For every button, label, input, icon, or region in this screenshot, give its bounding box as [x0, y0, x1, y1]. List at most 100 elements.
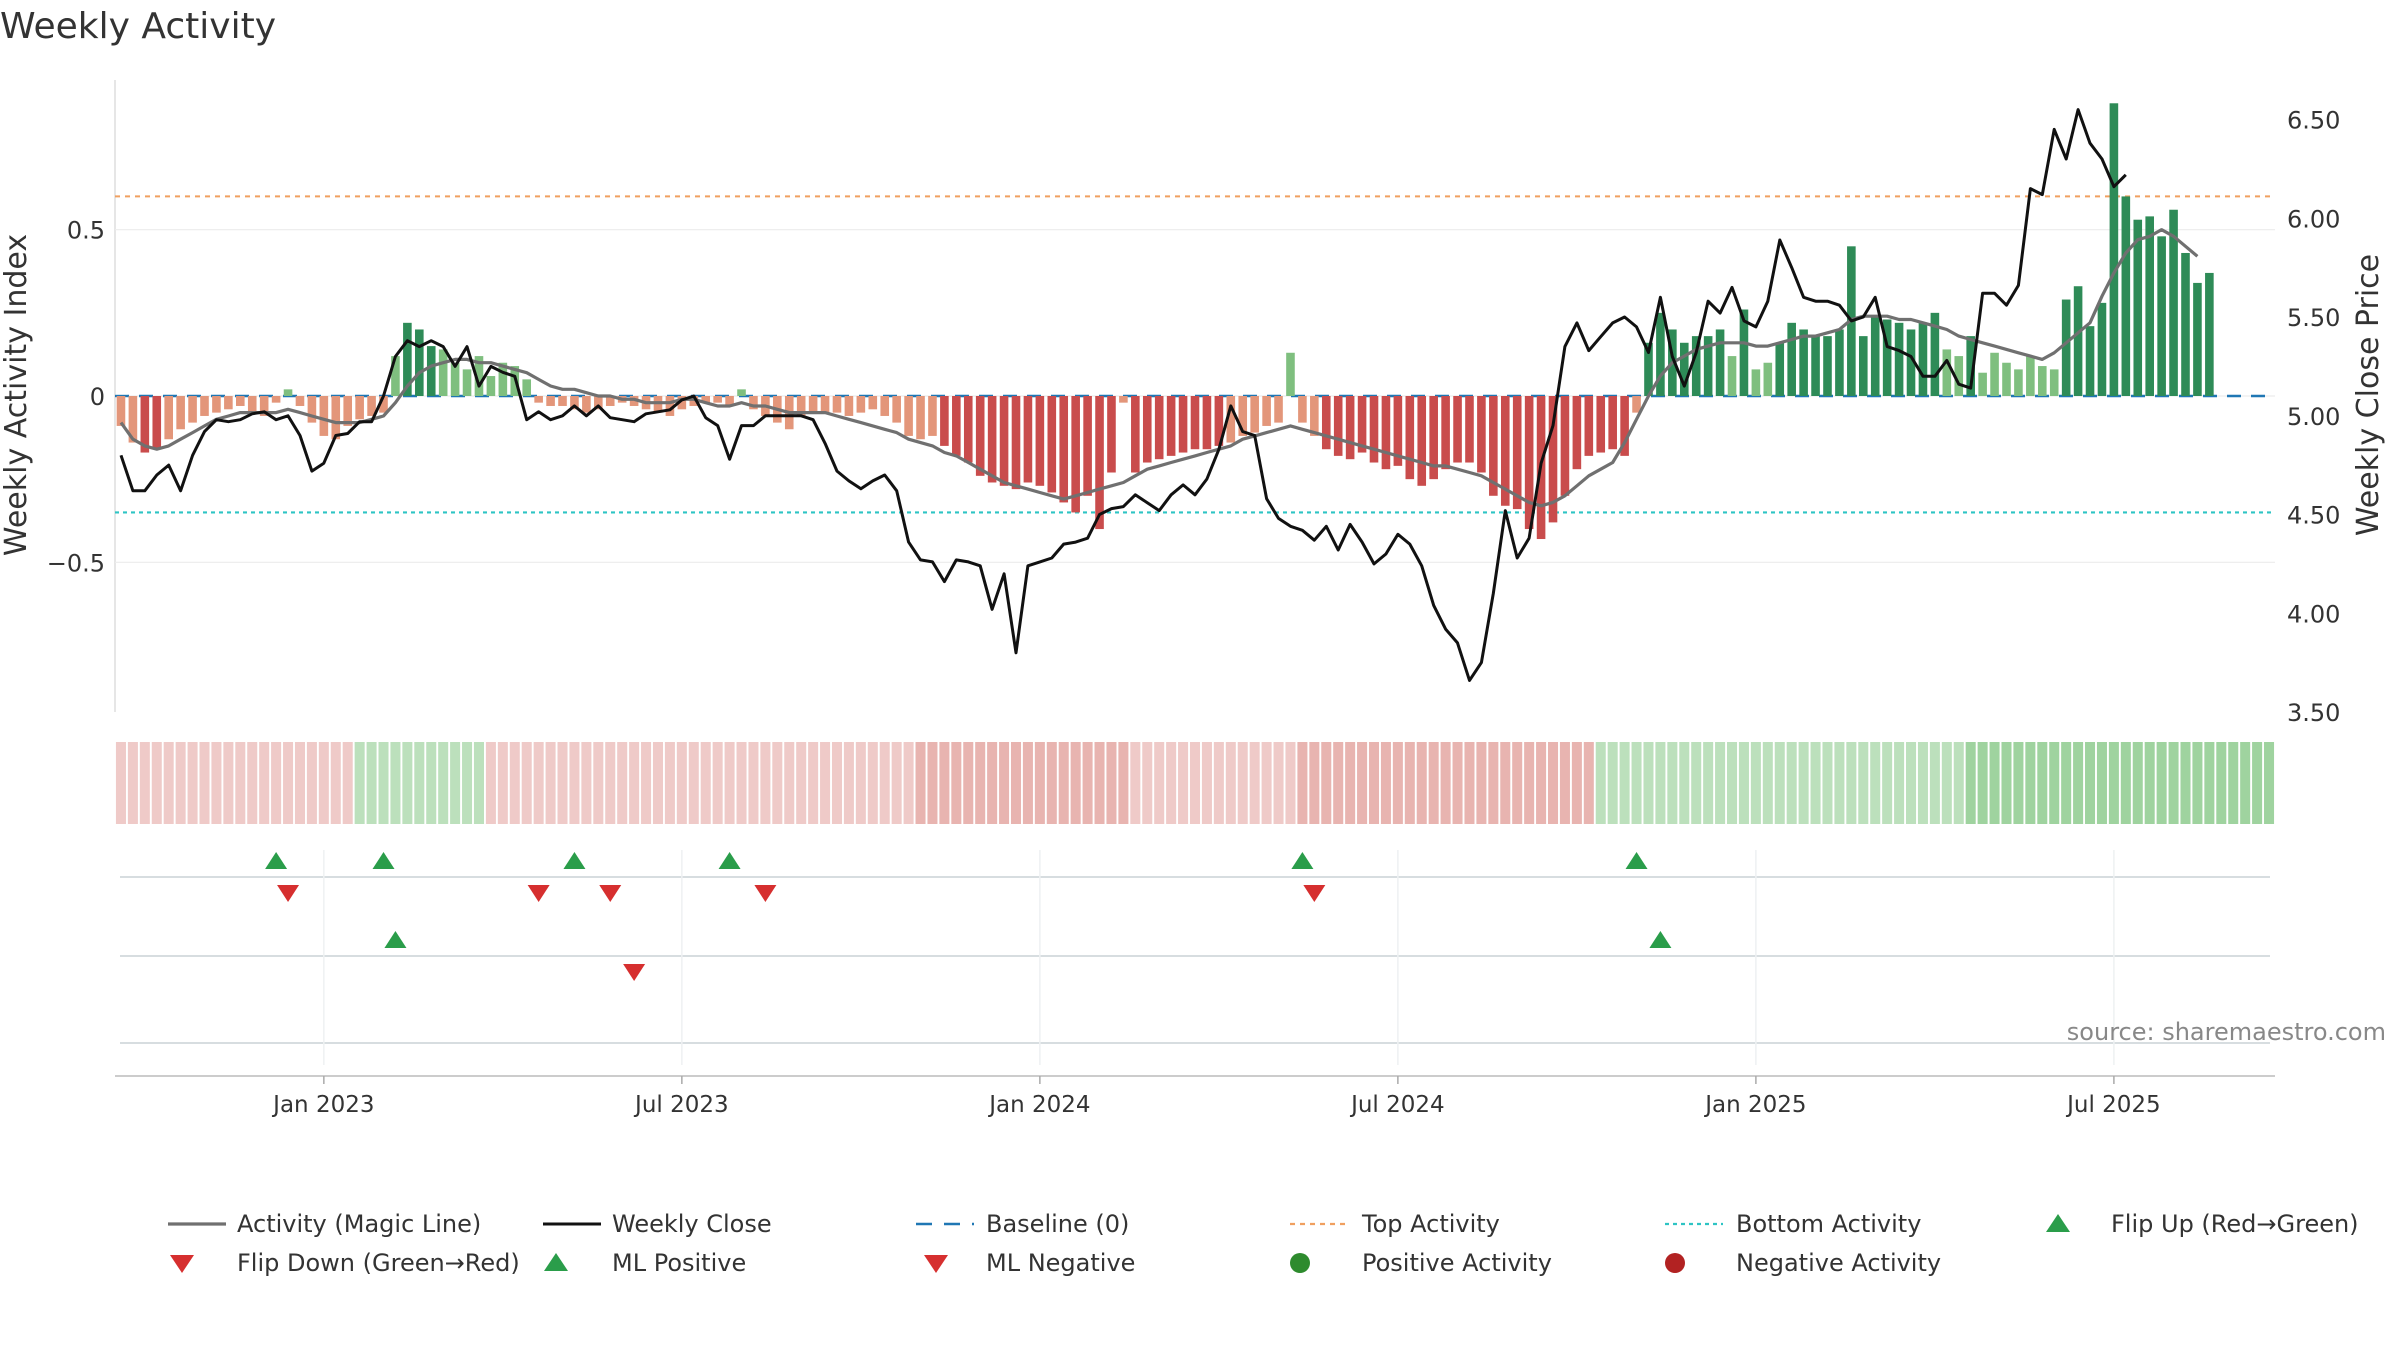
strip-cell	[1858, 742, 1869, 824]
activity-bar	[2061, 299, 2071, 396]
activity-bar	[1572, 396, 1582, 470]
activity-bar	[1870, 316, 1880, 396]
activity-bar	[522, 379, 532, 396]
x-axis: Jan 2023 Jul 2023 Jan 2024 Jul 2024 Jan 2025…	[115, 1075, 2275, 1118]
activity-bar	[343, 396, 353, 426]
activity-bar	[2181, 252, 2190, 396]
legend-item-weekly-close: Weekly Close	[543, 1210, 772, 1238]
activity-bar	[1703, 336, 1713, 396]
strip-cell	[2001, 742, 2012, 824]
activity-bar	[1930, 312, 1940, 396]
activity-bar	[558, 396, 567, 406]
activity-bar	[236, 396, 245, 406]
activity-bar	[1560, 396, 1570, 496]
activity-bar	[1739, 309, 1749, 396]
strip-cell	[1201, 742, 1212, 824]
strip-cell	[748, 742, 759, 824]
strip-cell	[1178, 742, 1189, 824]
activity-bar	[1310, 396, 1319, 436]
strip-cell	[223, 742, 234, 824]
legend-label: ML Positive	[612, 1249, 746, 1277]
strip-cell	[1559, 742, 1570, 824]
activity-bar	[1751, 369, 1761, 396]
strip-cell	[1142, 742, 1153, 824]
strip-cell	[2132, 742, 2143, 824]
activity-bar	[749, 396, 758, 410]
strip-cell	[2264, 742, 2275, 824]
strip-cell	[593, 742, 604, 824]
activity-bar	[928, 396, 937, 436]
activity-bar	[200, 396, 209, 416]
strip-cell	[259, 742, 270, 824]
strip-cell	[1738, 742, 1749, 824]
activity-bar	[868, 396, 878, 410]
strip-cell	[557, 742, 568, 824]
strip-cell	[1380, 742, 1391, 824]
strip-cell	[1476, 742, 1487, 824]
x-tick-label: Jan 2023	[271, 1092, 374, 1118]
strip-cell	[199, 742, 210, 824]
strip-cell	[581, 742, 592, 824]
strip-cell	[617, 742, 628, 824]
strip-cell	[1416, 742, 1427, 824]
activity-bar	[1942, 349, 1952, 396]
activity-bar	[140, 396, 150, 453]
strip-cell	[1154, 742, 1165, 824]
activity-bar	[1357, 396, 1367, 453]
strip-cell	[855, 742, 866, 824]
strip-cell	[879, 742, 890, 824]
activity-bar	[1656, 312, 1665, 396]
activity-bar	[1095, 396, 1104, 530]
activity-bar	[999, 396, 1009, 486]
strip-cell	[366, 742, 377, 824]
legend-item-baseline: Baseline (0)	[916, 1210, 1129, 1238]
activity-bar	[1393, 396, 1403, 466]
activity-bar	[653, 396, 663, 413]
activity-bar	[2109, 103, 2119, 396]
strip-cell	[784, 742, 795, 824]
activity-bar	[546, 396, 555, 406]
strip-cell	[2228, 742, 2239, 824]
activity-bar	[1369, 396, 1379, 463]
flip-up-marker	[265, 852, 288, 869]
strip-cell	[2204, 742, 2215, 824]
strip-cell	[1225, 742, 1236, 824]
activity-bar	[952, 396, 961, 456]
activity-bar	[2169, 209, 2178, 396]
strip-cell	[1392, 742, 1403, 824]
activity-bar	[403, 322, 412, 396]
strip-cell	[318, 742, 329, 824]
strip-cell	[533, 742, 544, 824]
activity-bar	[916, 396, 925, 440]
x-tick-label: Jul 2024	[1349, 1092, 1445, 1118]
legend-swatch	[1665, 1253, 1685, 1273]
legend-item-ml-negative: ML Negative	[924, 1249, 1135, 1277]
strip-cell	[271, 742, 282, 824]
activity-bar	[283, 389, 293, 396]
strip-cell	[1464, 742, 1475, 824]
strip-cell	[1082, 742, 1093, 824]
strip-cell	[1010, 742, 1022, 824]
strip-cell	[2085, 742, 2096, 824]
strip-cell	[1500, 742, 1511, 824]
legend-label: Bottom Activity	[1736, 1210, 1921, 1238]
strip-cell	[915, 742, 926, 824]
strip-cell	[1547, 742, 1559, 824]
activity-bar	[1166, 396, 1176, 456]
legend-label: Positive Activity	[1362, 1249, 1552, 1277]
activity-bar	[1500, 396, 1510, 506]
legend-swatch	[170, 1255, 194, 1273]
axis-ticks: 0.5 0 −0.5 6.50 6.00 5.50 5.00 4.50 4.00 3.50	[47, 107, 2341, 728]
strip-cell	[676, 742, 687, 824]
activity-bar	[713, 396, 722, 403]
activity-bar	[1238, 396, 1248, 436]
activity-bar	[725, 396, 734, 406]
activity-bar	[307, 396, 317, 423]
activity-bar	[379, 396, 388, 413]
legend-swatch	[924, 1255, 948, 1273]
flip-up-marker	[563, 852, 586, 869]
strip-cell	[724, 742, 735, 824]
strip-cell	[2108, 742, 2119, 824]
strip-cell	[1762, 742, 1773, 824]
